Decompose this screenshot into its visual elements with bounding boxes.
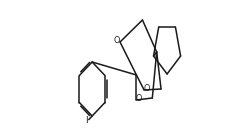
Text: O: O — [136, 94, 142, 103]
Text: I: I — [86, 116, 88, 125]
Text: O: O — [143, 84, 150, 93]
Text: O: O — [114, 36, 120, 45]
